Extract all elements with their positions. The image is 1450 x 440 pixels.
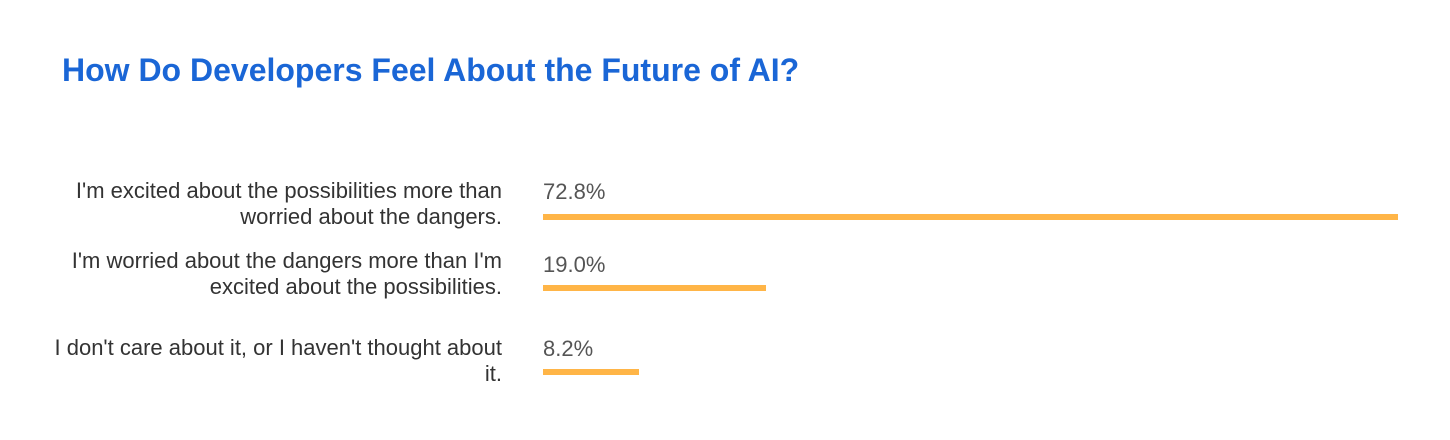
category-label: I don't care about it, or I haven't thou… xyxy=(54,335,503,386)
category-label: I'm worried about the dangers more than … xyxy=(71,248,502,299)
chart-title: How Do Developers Feel About the Future … xyxy=(62,52,800,88)
bar xyxy=(543,285,767,291)
bar xyxy=(543,369,640,375)
bar xyxy=(543,214,1398,220)
category-label: I'm excited about the possibilities more… xyxy=(75,178,502,229)
value-label: 19.0% xyxy=(543,252,606,277)
value-label: 72.8% xyxy=(543,179,606,204)
value-label: 8.2% xyxy=(543,336,594,361)
